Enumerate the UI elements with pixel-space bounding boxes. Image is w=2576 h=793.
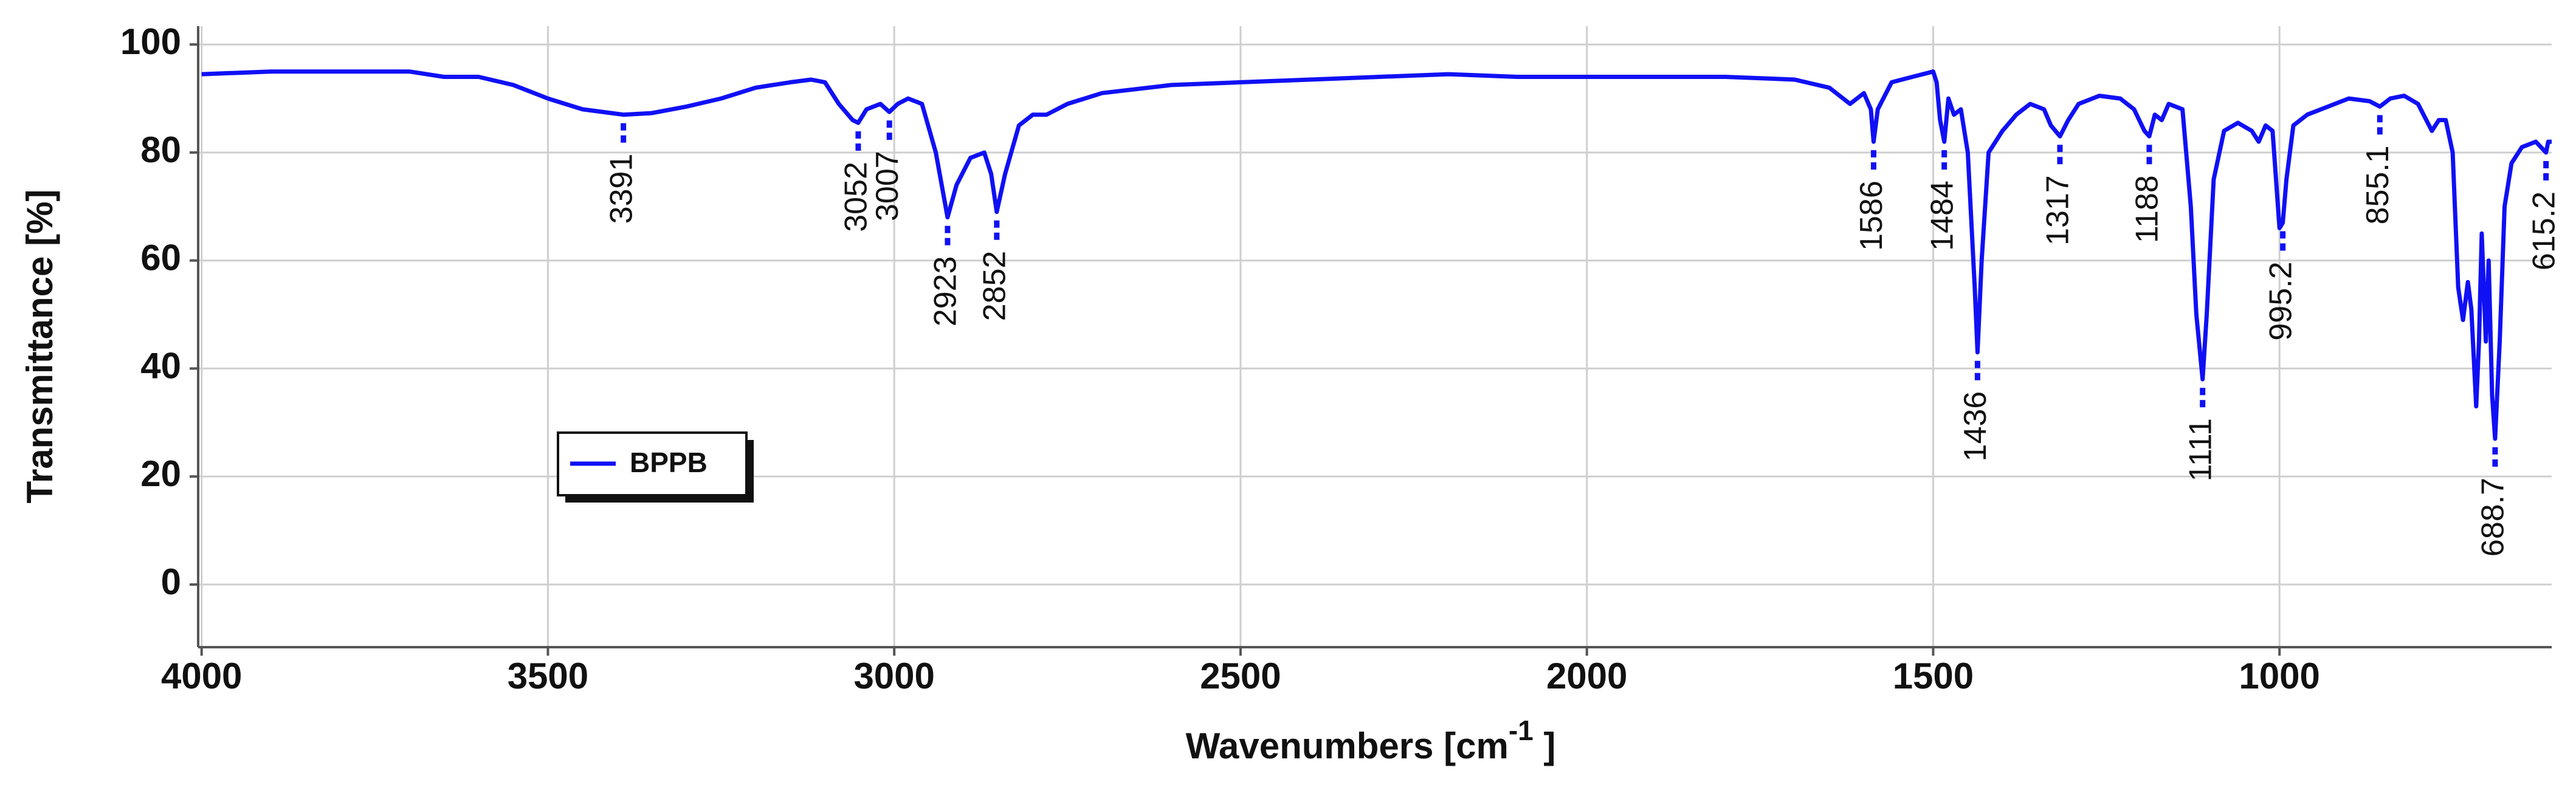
peak-label: 3391 [604, 154, 639, 224]
peak-label: 688.7 [2476, 478, 2511, 557]
peak-label: 1188 [2130, 175, 2165, 243]
peak-label: 2852 [977, 251, 1013, 321]
peak-label: 995.2 [2263, 261, 2298, 340]
peak-label: 1111 [2183, 418, 2218, 481]
y-tick-label: 0 [161, 561, 181, 602]
x-tick-label: 1500 [1893, 656, 1974, 696]
x-label-sup: -1 [1509, 715, 1534, 746]
peak-label: 855.1 [2360, 145, 2395, 224]
peak-label: 1317 [2040, 175, 2076, 245]
legend-label: BPPB [630, 447, 708, 478]
x-tick-label: 1000 [2239, 656, 2319, 696]
y-tick-label: 80 [140, 129, 181, 170]
peak-label: 2923 [928, 256, 963, 327]
peak-label: 3052 [839, 162, 874, 232]
y-axis-label: Transmittance [%] [19, 190, 60, 504]
peak-label: 615.2 [2526, 191, 2561, 270]
x-tick-label: 2000 [1546, 656, 1627, 696]
peak-label: 1484 [1924, 180, 1960, 251]
x-tick-label: 3500 [508, 656, 588, 696]
x-tick-label: 3000 [853, 656, 934, 696]
y-tick-label: 60 [140, 238, 181, 278]
y-tick-label: 40 [140, 345, 181, 386]
peak-label: 1586 [1854, 180, 1889, 251]
y-tick-label: 100 [120, 21, 181, 62]
peak-label: 3007 [870, 151, 905, 221]
plot-area [198, 26, 2552, 647]
x-axis-label: Wavenumbers [cm-1 ] [1186, 715, 1556, 766]
x-tick-label: 4000 [161, 656, 242, 696]
x-tick-label: 2500 [1200, 656, 1281, 696]
x-label-text: Wavenumbers [cm [1186, 726, 1509, 766]
y-tick-label: 20 [140, 453, 181, 494]
x-label-end: ] [1534, 726, 1556, 766]
peak-label: 1436 [1958, 391, 1993, 462]
spectrum-line [201, 69, 2552, 441]
